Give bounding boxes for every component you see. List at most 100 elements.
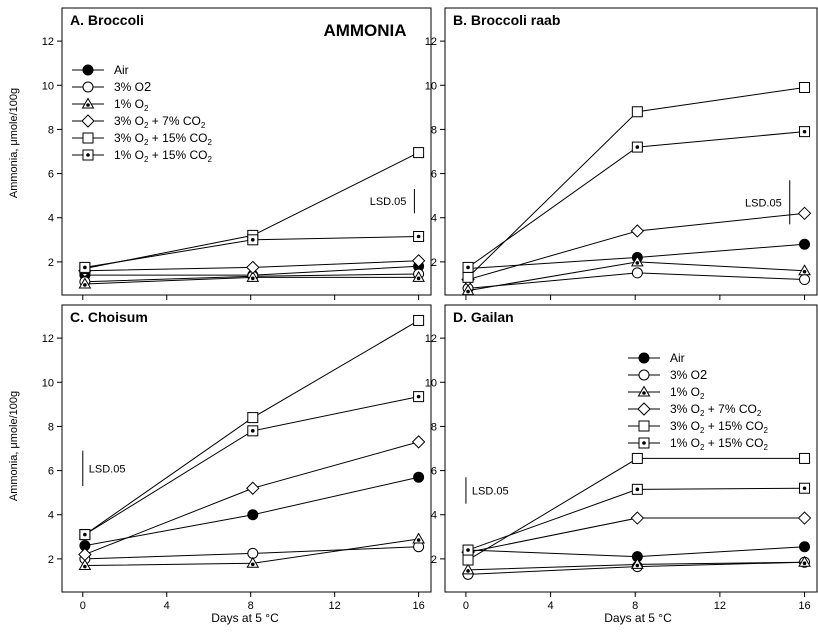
data-point [630, 224, 645, 238]
y-tick-label: 4 [431, 510, 437, 522]
legend-item: Air [628, 351, 685, 365]
series-dotted-square [462, 482, 811, 556]
y-tick-label: 10 [42, 80, 54, 92]
series-square [462, 452, 811, 566]
panel-frame [61, 304, 432, 593]
data-point [630, 511, 645, 525]
panel-title: B. Broccoli raab [453, 12, 560, 28]
data-point [247, 234, 259, 246]
y-tick-label: 2 [48, 554, 54, 566]
data-point [462, 271, 474, 283]
data-point [798, 264, 811, 276]
data-point [630, 255, 644, 267]
legend-item: 3% O2 [72, 79, 151, 94]
data-point [631, 106, 643, 118]
legend-marker [637, 385, 651, 397]
data-point [798, 555, 811, 567]
data-point [462, 544, 474, 556]
legend-item: 3% O2 [628, 367, 707, 382]
y-axis-label-bottom: Ammonia, μmole/100g [8, 391, 20, 501]
lsd-label: LSD.05 [472, 485, 509, 497]
data-point [247, 509, 259, 521]
x-tick-label: 16 [412, 600, 424, 612]
legend-label: 1% O2 + 15% CO2 [670, 436, 769, 452]
lsd-indicator: LSD.05 [465, 477, 509, 504]
series-line [84, 152, 419, 269]
data-point [412, 532, 425, 544]
data-point [246, 270, 260, 282]
legend-item: 3% O2 + 15% CO2 [72, 131, 213, 147]
y-tick-label: 4 [48, 510, 54, 522]
panel-title: D. Gailan [453, 309, 514, 325]
data-point [79, 529, 91, 541]
data-point [799, 452, 811, 464]
legend-marker [637, 402, 651, 416]
data-point [462, 554, 474, 566]
data-point [799, 126, 811, 138]
panel-frame [444, 7, 818, 296]
series-triangle [461, 555, 811, 575]
series-line [467, 457, 805, 561]
chart-panel-2: B. Broccoli raab 2 4 6 8 10 12 LSD.05 [425, 7, 818, 300]
series-dotted-square [462, 126, 811, 273]
legend-marker [82, 81, 94, 93]
y-tick-label: 8 [48, 421, 54, 433]
y-tick-label: 2 [431, 554, 437, 566]
legend-item: 1% O2 [72, 97, 149, 113]
legend-marker [82, 149, 94, 161]
data-point [246, 481, 260, 495]
legend-label: 3% O2 + 7% CO2 [670, 402, 762, 418]
series-triangle [461, 255, 811, 296]
y-tick-label: 2 [431, 257, 437, 269]
y-tick-label: 2 [48, 257, 54, 269]
chart-panel-4: D. Gailan 2 4 6 8 10 12 0 4 8 12 16 LSD.05 Air 3% O2 1%… [425, 304, 818, 612]
legend-item: 3% O2 + 15% CO2 [628, 419, 769, 435]
legend-label: 1% O2 [670, 385, 705, 401]
panel-title: C. Choisum [70, 309, 148, 325]
y-tick-label: 8 [431, 124, 437, 136]
series-square [462, 81, 811, 283]
y-tick-label: 10 [425, 377, 437, 389]
lsd-indicator: LSD.05 [370, 189, 415, 214]
data-point [630, 557, 644, 569]
x-axis-label-left: Days at 5 °C [211, 611, 279, 625]
y-tick-label: 10 [42, 377, 54, 389]
chart-panel-3: C. Choisum 2 4 6 8 10 12 0 4 8 12 16 LSD.05 [42, 304, 432, 612]
data-point [411, 435, 426, 449]
x-axis-label-right: Days at 5 °C [604, 611, 672, 625]
x-tick-label: 8 [632, 600, 638, 612]
data-point [79, 261, 91, 273]
series-triangle [78, 532, 425, 571]
legend-label: 3% O2 + 15% CO2 [114, 131, 213, 147]
panel-frame [444, 304, 818, 593]
data-point [799, 81, 811, 93]
series-line [84, 441, 419, 555]
data-point [461, 284, 475, 296]
data-point [631, 267, 643, 279]
x-tick-label: 4 [548, 600, 554, 612]
series-dotted-square [79, 230, 425, 273]
data-point [413, 230, 425, 242]
legend-label: 3% O2 [670, 367, 707, 382]
x-tick-label: 12 [329, 600, 341, 612]
legend-marker [638, 437, 650, 449]
data-point [799, 238, 811, 250]
x-tick-label: 0 [463, 600, 469, 612]
legend-marker [81, 114, 95, 128]
legend-label: 3% O2 + 15% CO2 [670, 419, 769, 435]
legend-item: 3% O2 + 7% CO2 [72, 114, 206, 130]
series-filled-circle [79, 471, 425, 552]
legend-label: 1% O2 + 15% CO2 [114, 148, 213, 164]
y-tick-label: 10 [425, 80, 437, 92]
data-point [461, 563, 475, 575]
legend-label: 3% O2 [114, 79, 151, 94]
x-tick-label: 4 [164, 600, 170, 612]
data-point [631, 141, 643, 153]
y-tick-label: 6 [48, 169, 54, 181]
panel-title: A. Broccoli [70, 12, 144, 28]
y-tick-label: 12 [425, 36, 437, 48]
